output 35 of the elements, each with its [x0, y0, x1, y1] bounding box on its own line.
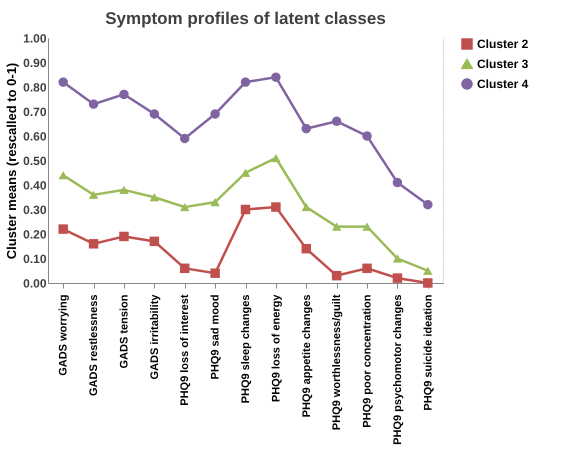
x-tick-label: GADS tension [118, 294, 130, 368]
y-tick-label: 0.80 [23, 80, 47, 94]
x-tick-label: PHQ9 loss of interest [179, 294, 192, 406]
x-tick-label: PHQ9 psychomotor changes [392, 294, 404, 445]
point [180, 264, 190, 274]
legend-label: Cluster 4 [477, 77, 529, 91]
point [302, 244, 312, 254]
legend-label: Cluster 3 [477, 57, 529, 71]
chart-title: Symptom profiles of latent classes [105, 9, 386, 28]
x-tick-label: GADS restlessness [88, 294, 100, 396]
y-tick-label: 1.00 [23, 32, 47, 46]
legend-label: Cluster 2 [477, 37, 529, 51]
point [302, 124, 312, 134]
x-tick-label: PHQ9 poor concentration [362, 294, 374, 428]
x-tick-label: PHQ9 loss of energy [270, 294, 282, 402]
y-tick-label: 0.20 [23, 228, 47, 242]
point [180, 202, 190, 212]
y-tick-label: 0.60 [23, 130, 47, 144]
point [302, 202, 312, 212]
x-tick-label: PHQ9 worthlessness/guilt [331, 294, 344, 430]
y-tick-label: 0.10 [23, 252, 47, 266]
y-tick-label: 0.30 [23, 203, 47, 217]
point [180, 134, 190, 144]
x-tick-label: PHQ9 appetite changes [300, 294, 313, 418]
x-tick-label: GADS worrying [58, 294, 70, 376]
x-tick-label: PHQ9 sad mood [210, 294, 222, 380]
x-tick-label: PHQ9 sleep changes [240, 294, 252, 404]
x-tick-label: GADS irritability [148, 294, 161, 380]
y-tick-label: 0.90 [23, 56, 47, 70]
y-tick-label: 0.40 [23, 178, 47, 192]
y-tick-label: 0.00 [23, 276, 47, 290]
y-tick-label: 0.70 [23, 105, 47, 119]
y-tick-label: 0.50 [23, 154, 47, 168]
x-tick-label: PHQ9 suicide ideation [422, 294, 434, 411]
y-axis-title: Cluster means (rescalled to 0-1) [4, 62, 20, 260]
